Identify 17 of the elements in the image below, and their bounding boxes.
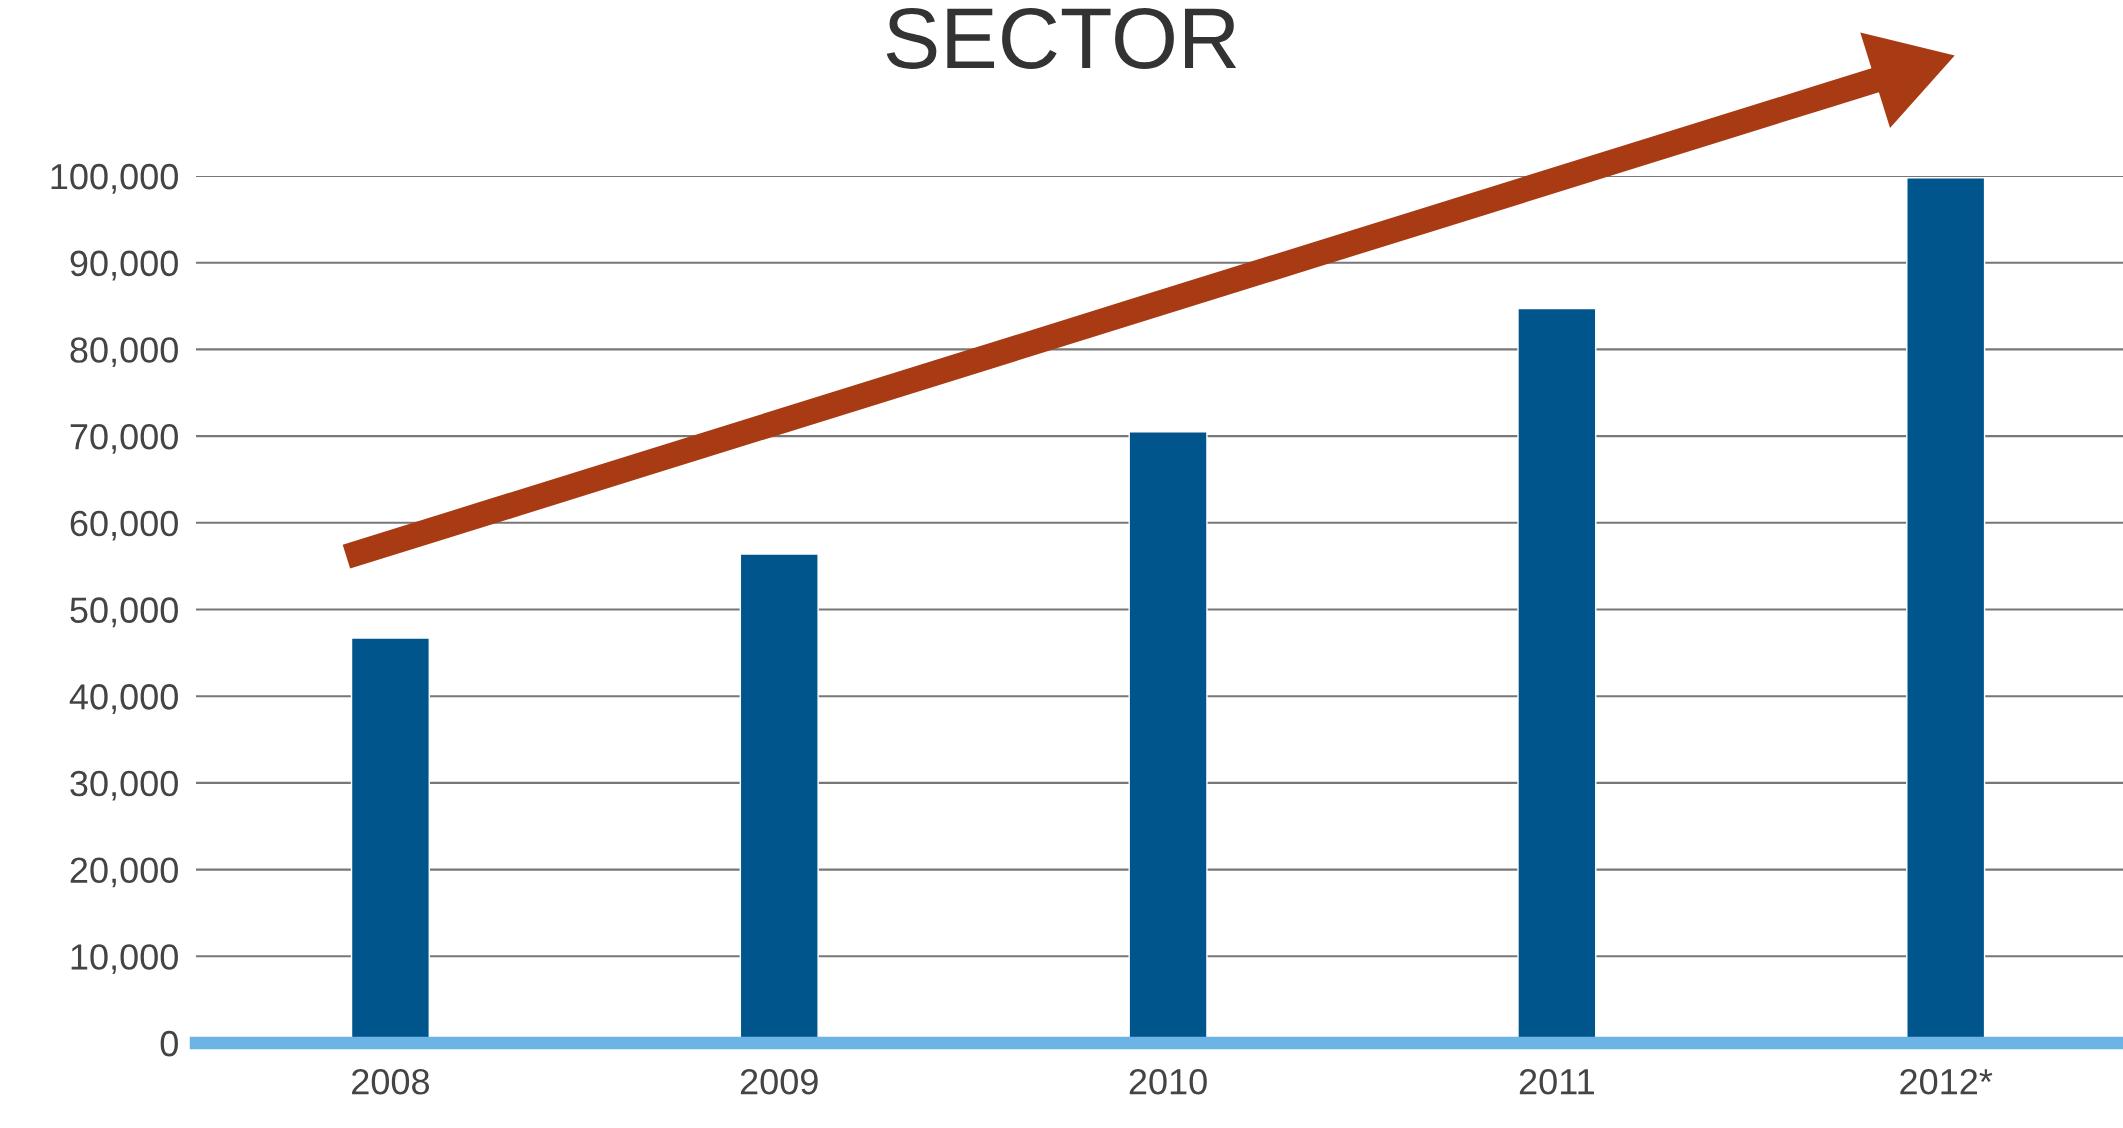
y-tick-label: 20,000 xyxy=(70,857,178,888)
y-tick-label: 50,000 xyxy=(70,597,178,628)
y-tick-label: 90,000 xyxy=(70,250,178,281)
y-tick-label: 70,000 xyxy=(70,423,178,454)
x-tick-label: 2012* xyxy=(1900,1068,1993,1095)
x-tick-label: 2009 xyxy=(740,1068,818,1095)
y-tick-label: 40,000 xyxy=(69,684,178,714)
y-tick-label: 60,000 xyxy=(70,510,178,541)
x-tick-label: 2011 xyxy=(1519,1068,1594,1095)
y-tick-label: 10,000 xyxy=(71,944,178,975)
y-tick-label: 100,000 xyxy=(51,163,178,194)
x-tick-label: 2010 xyxy=(1129,1068,1207,1095)
y-tick-label: 30,000 xyxy=(70,770,178,801)
y-tick-label: 80,000 xyxy=(70,337,178,368)
y-tick-label: 0 xyxy=(160,1030,178,1057)
chart-title: SECTOR xyxy=(886,7,1237,69)
x-tick-label: 2008 xyxy=(352,1068,430,1095)
